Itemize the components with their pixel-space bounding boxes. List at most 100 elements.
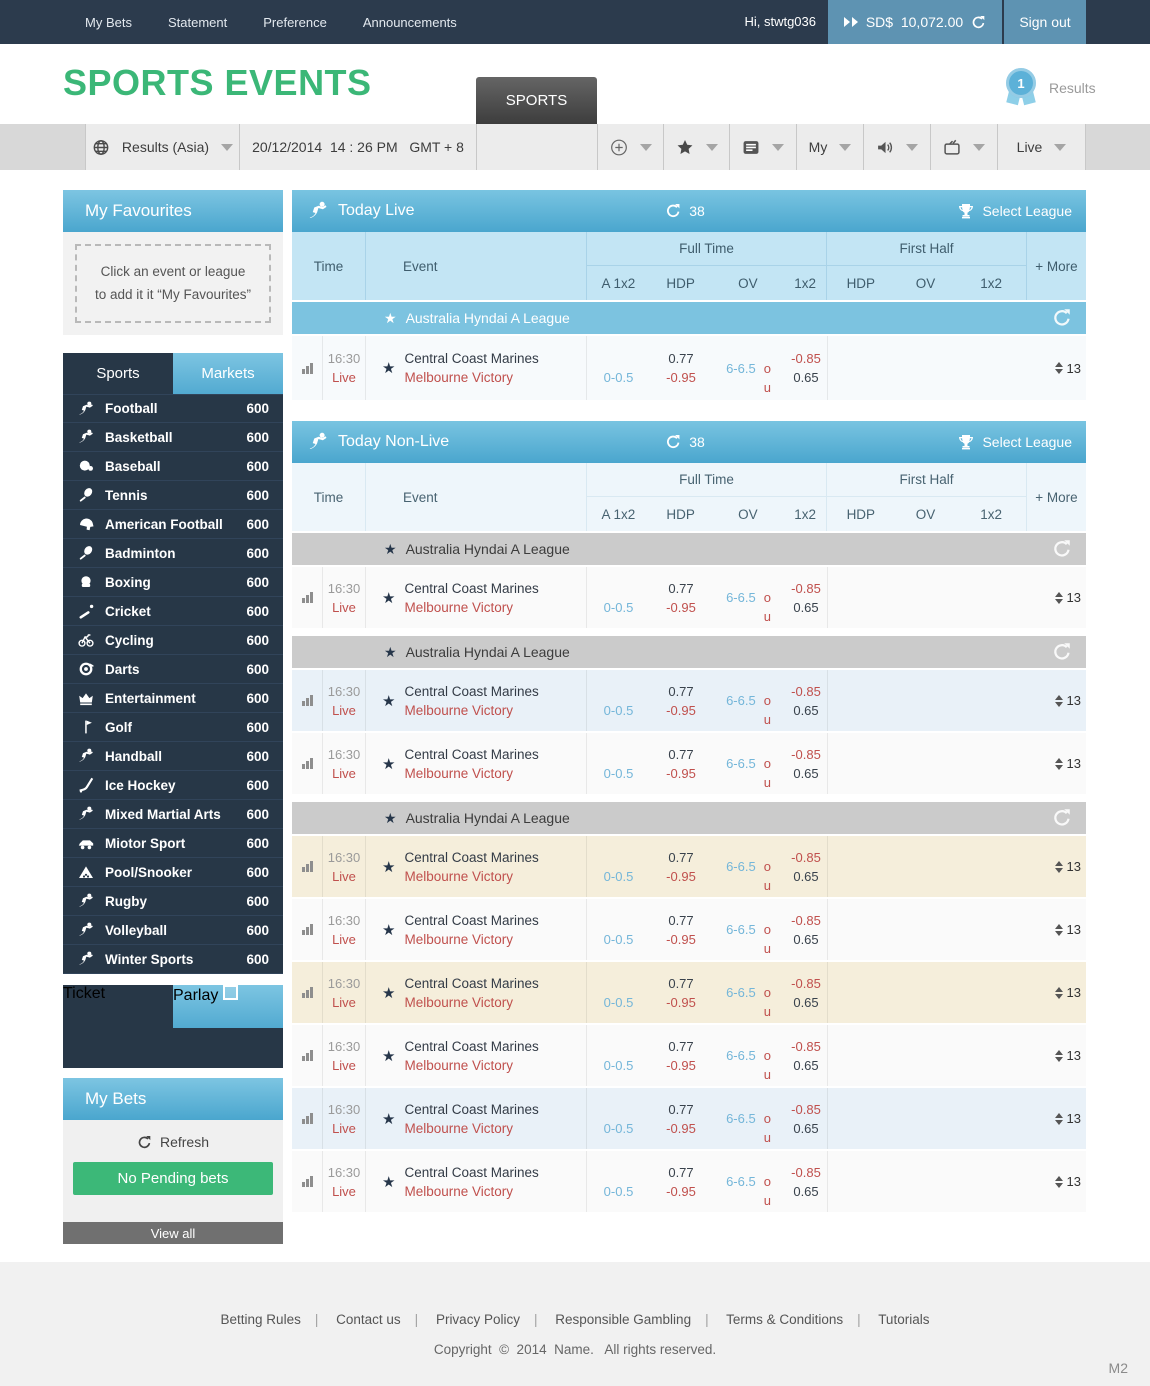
sidebar-item-motor-sport[interactable]: Miotor Sport 600: [63, 829, 283, 858]
more-markets-cell[interactable]: 13: [1027, 836, 1086, 897]
odds-a1x2-cell[interactable]: 0-0.5: [587, 670, 650, 731]
x12-away-odds[interactable]: 0.65: [793, 765, 819, 781]
over-odds[interactable]: o: [763, 360, 771, 376]
select-league-button[interactable]: Select League: [958, 203, 1072, 219]
league-row[interactable]: ★ Australia Hyndai A League: [292, 302, 1086, 334]
x12-away-odds[interactable]: 0.65: [793, 868, 819, 884]
favourite-star-icon[interactable]: ★: [382, 1110, 396, 1128]
hdp-away-odds[interactable]: -0.95: [666, 1057, 696, 1073]
favourites-dropdown[interactable]: [664, 124, 730, 170]
favourite-star-icon[interactable]: ★: [382, 1173, 396, 1191]
sidebar-item-golf[interactable]: Golf 600: [63, 713, 283, 742]
more-markets-cell[interactable]: 13: [1027, 1088, 1086, 1149]
a1x2-line[interactable]: 0-0.5: [603, 702, 634, 718]
hdp-home-odds[interactable]: 0.77: [668, 746, 694, 762]
odds-ou-cell[interactable]: 6-6.5 o u: [712, 336, 785, 400]
match-row[interactable]: 16:30 Live ★ Central Coast Marines Melbo…: [292, 836, 1086, 897]
odds-ou-cell[interactable]: 6-6.5 o u: [712, 1025, 785, 1086]
tab-sports[interactable]: Sports: [63, 353, 173, 394]
hdp-away-odds[interactable]: -0.95: [666, 994, 696, 1010]
list-view-dropdown[interactable]: [730, 124, 797, 170]
sidebar-item-boxing[interactable]: Boxing 600: [63, 568, 283, 597]
stats-cell[interactable]: [292, 670, 323, 731]
favourite-star-icon[interactable]: ★: [384, 809, 397, 826]
hdp-home-odds[interactable]: 0.77: [668, 351, 694, 366]
event-cell[interactable]: ★ Central Coast Marines Melbourne Victor…: [366, 1088, 587, 1149]
event-cell[interactable]: ★ Central Coast Marines Melbourne Victor…: [366, 962, 587, 1023]
odds-hdp-cell[interactable]: 0.77 -0.95: [650, 899, 712, 960]
event-cell[interactable]: ★ Central Coast Marines Melbourne Victor…: [366, 836, 587, 897]
sidebar-item-handball[interactable]: Handball 600: [63, 742, 283, 771]
odds-1x2-cell[interactable]: -0.85 0.65: [785, 1151, 827, 1212]
odds-hdp-cell[interactable]: 0.77 -0.95: [650, 733, 712, 794]
link-terms-conditions[interactable]: Terms & Conditions: [726, 1312, 875, 1327]
league-row[interactable]: ★ Australia Hyndai A League: [292, 636, 1086, 668]
favourite-star-icon[interactable]: ★: [382, 921, 396, 939]
stats-cell[interactable]: [292, 1151, 323, 1212]
odds-a1x2-cell[interactable]: 0-0.5: [587, 1151, 650, 1212]
odds-hdp-cell[interactable]: 0.77 -0.95: [650, 1151, 712, 1212]
ou-line[interactable]: 6-6.5: [726, 985, 756, 1000]
event-cell[interactable]: ★ Central Coast Marines Melbourne Victor…: [366, 899, 587, 960]
over-odds[interactable]: o: [763, 756, 771, 771]
ou-line[interactable]: 6-6.5: [726, 1111, 756, 1126]
odds-a1x2-cell[interactable]: 0-0.5: [587, 899, 650, 960]
x12-away-odds[interactable]: 0.65: [793, 1057, 819, 1073]
x12-home-odds[interactable]: -0.85: [791, 912, 821, 928]
a1x2-line[interactable]: 0-0.5: [603, 765, 634, 781]
sidebar-item-darts[interactable]: Darts 600: [63, 655, 283, 684]
favourite-star-icon[interactable]: ★: [382, 360, 396, 377]
match-row[interactable]: 16:30 Live ★ Central Coast Marines Melbo…: [292, 899, 1086, 960]
hdp-away-odds[interactable]: -0.95: [666, 765, 696, 781]
nav-my-bets[interactable]: My Bets: [85, 14, 132, 30]
refresh-bets-button[interactable]: Refresh: [63, 1120, 283, 1150]
a1x2-line[interactable]: 0-0.5: [603, 931, 634, 947]
league-refresh-icon[interactable]: [1052, 539, 1072, 559]
x12-away-odds[interactable]: 0.65: [793, 1120, 819, 1136]
more-markets-cell[interactable]: 13: [1027, 670, 1086, 731]
stats-cell[interactable]: [292, 1088, 323, 1149]
match-row[interactable]: 16:30 Live ★ Central Coast Marines Melbo…: [292, 733, 1086, 794]
favourite-star-icon[interactable]: ★: [382, 692, 396, 710]
balance-box[interactable]: SD$ 10,072.00: [828, 0, 1002, 44]
league-refresh-icon[interactable]: [1052, 808, 1072, 828]
a1x2-line[interactable]: 0-0.5: [603, 868, 634, 884]
stats-cell[interactable]: [292, 1025, 323, 1086]
odds-a1x2-cell[interactable]: 0-0.5: [587, 1088, 650, 1149]
sidebar-item-baseball[interactable]: Baseball 600: [63, 452, 283, 481]
odds-a1x2-cell[interactable]: 0-0.5: [587, 1025, 650, 1086]
hdp-away-odds[interactable]: -0.95: [666, 868, 696, 884]
x12-home-odds[interactable]: -0.85: [791, 1164, 821, 1180]
odds-ou-cell[interactable]: 6-6.5 o u: [712, 962, 785, 1023]
region-dropdown[interactable]: Results (Asia): [85, 124, 240, 170]
add-dropdown[interactable]: [598, 124, 664, 170]
under-odds[interactable]: u: [763, 1130, 771, 1145]
link-responsible-gambling[interactable]: Responsible Gambling: [555, 1312, 722, 1327]
odds-ou-cell[interactable]: 6-6.5 o u: [712, 567, 785, 628]
x12-home-odds[interactable]: -0.85: [791, 351, 821, 366]
under-odds[interactable]: u: [763, 712, 771, 727]
hdp-away-odds[interactable]: -0.95: [666, 599, 696, 615]
stats-cell[interactable]: [292, 836, 323, 897]
ou-line[interactable]: 6-6.5: [726, 1048, 756, 1063]
odds-hdp-cell[interactable]: 0.77 -0.95: [650, 567, 712, 628]
sidebar-item-cricket[interactable]: Cricket 600: [63, 597, 283, 626]
match-row[interactable]: 16:30 Live ★ Central Coast Marines Melbo…: [292, 962, 1086, 1023]
event-cell[interactable]: ★ Central Coast Marines Melbourne Victor…: [366, 336, 587, 400]
stats-cell[interactable]: [292, 962, 323, 1023]
stats-cell[interactable]: [292, 336, 323, 400]
favourite-star-icon[interactable]: ★: [382, 589, 396, 607]
odds-a1x2-cell[interactable]: 0-0.5: [587, 836, 650, 897]
favourite-star-icon[interactable]: ★: [384, 309, 397, 326]
nav-preference[interactable]: Preference: [263, 14, 327, 30]
sidebar-item-football[interactable]: Football 600: [63, 394, 283, 423]
hdp-home-odds[interactable]: 0.77: [668, 975, 694, 991]
under-odds[interactable]: u: [763, 1004, 771, 1019]
more-markets-cell[interactable]: 13: [1027, 336, 1086, 400]
odds-ou-cell[interactable]: 6-6.5 o u: [712, 836, 785, 897]
league-row[interactable]: ★ Australia Hyndai A League: [292, 533, 1086, 565]
x12-away-odds[interactable]: 0.65: [793, 994, 819, 1010]
over-odds[interactable]: o: [763, 1111, 771, 1126]
sidebar-item-tennis[interactable]: Tennis 600: [63, 481, 283, 510]
a1x2-line[interactable]: 0-0.5: [603, 994, 634, 1010]
